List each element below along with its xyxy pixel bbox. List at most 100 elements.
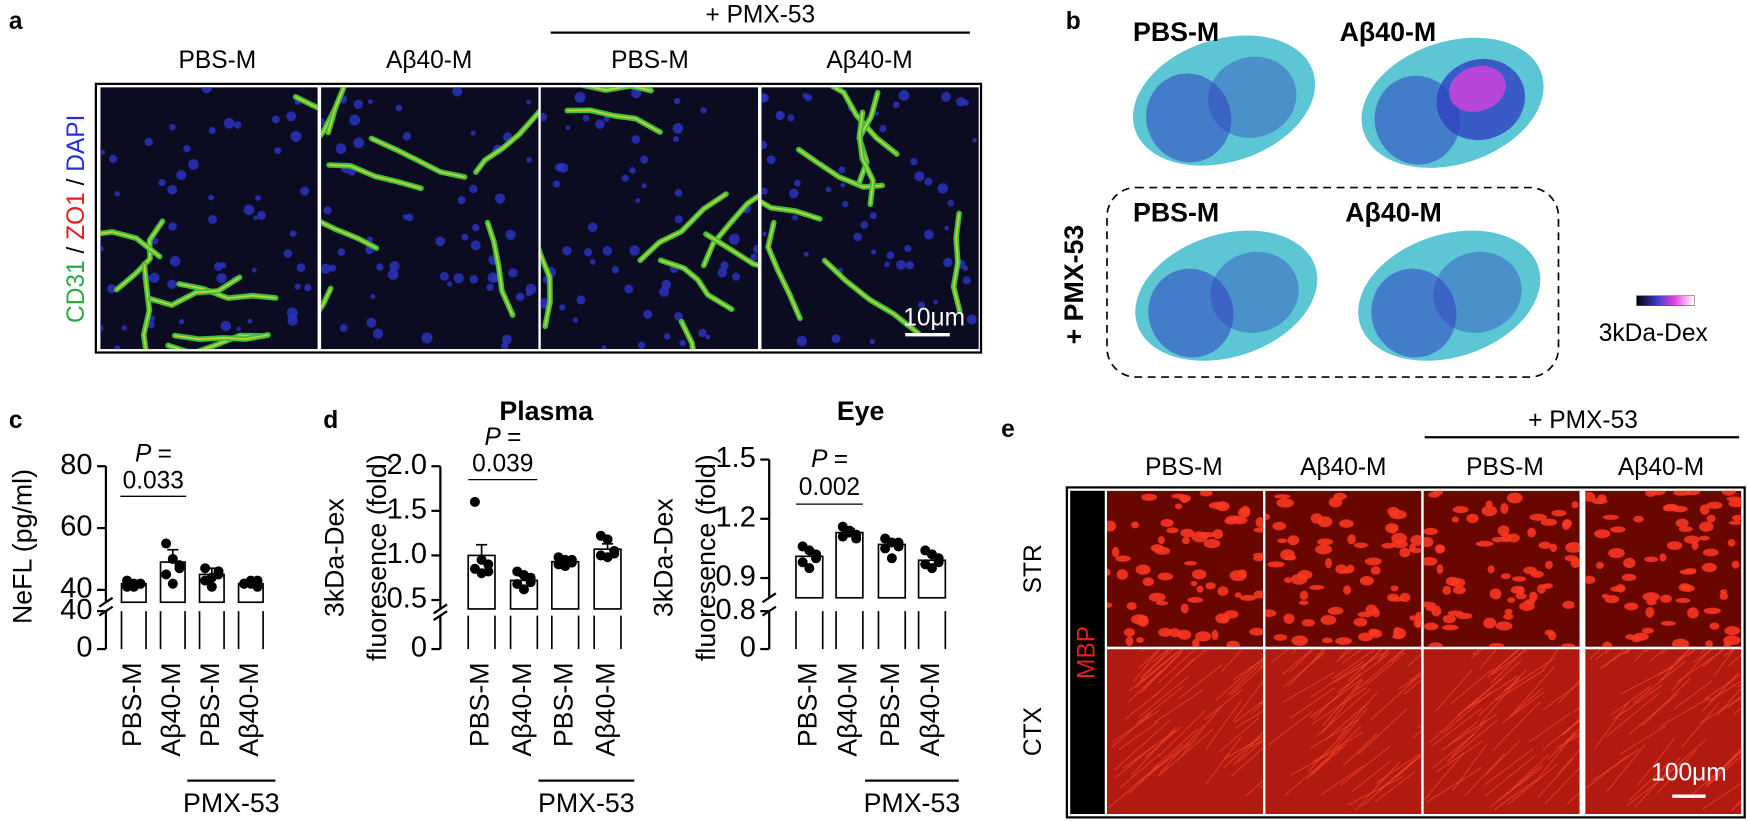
fiber: [1424, 752, 1465, 800]
fiber-bundle: [1333, 492, 1347, 501]
nucleus: [674, 189, 683, 197]
fiber: [1595, 649, 1609, 661]
nucleus: [395, 104, 403, 112]
fiber: [1705, 747, 1742, 785]
fiber: [1484, 748, 1534, 786]
fiber: [1705, 755, 1742, 789]
fiber: [1181, 705, 1222, 756]
fiber-bundle: [1253, 527, 1264, 533]
fiber-bundle: [1709, 622, 1720, 630]
micrograph-group: [100, 87, 979, 350]
data-point: [469, 496, 480, 507]
fiber-bundle: [1633, 632, 1649, 641]
fiber-bundle: [1666, 541, 1683, 550]
fiber-bundle: [1203, 538, 1221, 549]
fiber-bundle: [1387, 596, 1404, 602]
fiber: [1281, 649, 1313, 676]
fiber-bundle: [1298, 600, 1309, 606]
y-tick-label: 1.5: [716, 442, 756, 474]
vessel-core: [174, 334, 269, 341]
fiber-bundle: [1727, 539, 1736, 547]
fiber-bundle: [1726, 496, 1742, 502]
y-tick-label: 2.0: [387, 449, 427, 481]
data-point: [560, 561, 571, 572]
fiber: [1728, 654, 1742, 667]
fiber-bundle: [1551, 509, 1567, 517]
micrograph: [1423, 490, 1580, 647]
fiber: [1508, 687, 1544, 718]
fiber-bundle: [1317, 538, 1334, 546]
fiber-bundle: [1399, 547, 1411, 558]
group-label: PMX-53: [183, 788, 280, 818]
fiber: [1704, 673, 1742, 700]
fiber: [1333, 652, 1385, 684]
fiber: [1706, 750, 1742, 787]
fiber-bundle: [1211, 629, 1219, 641]
fiber-bundle: [1135, 564, 1151, 575]
fiber-bundle: [1594, 529, 1611, 539]
fiber: [1702, 649, 1725, 668]
nucleus: [321, 263, 331, 274]
nucleus: [236, 326, 242, 332]
chart-title: Plasma: [499, 396, 594, 426]
fiber-bundle: [1155, 600, 1169, 606]
fiber-bundle: [1343, 585, 1352, 595]
vessel-core: [486, 222, 514, 316]
fiber: [1448, 713, 1497, 746]
fiber-bundle: [1158, 627, 1172, 637]
fiber: [1396, 754, 1422, 778]
nucleus: [486, 283, 494, 292]
fiber: [1320, 764, 1365, 796]
fiber: [1336, 652, 1390, 693]
fiber: [1135, 649, 1183, 688]
fiber-bundle: [1702, 548, 1719, 557]
fiber: [1230, 665, 1264, 696]
fiber-bundle: [1365, 604, 1378, 615]
fiber-bundle: [1346, 564, 1355, 573]
fiber-bundle: [1409, 547, 1422, 553]
fiber-bundle: [1267, 561, 1285, 568]
nucleus: [201, 87, 212, 94]
fiber: [1336, 649, 1353, 663]
fiber-bundle: [1453, 586, 1466, 595]
nucleus: [787, 114, 795, 122]
fiber: [1322, 680, 1363, 726]
fiber: [1289, 687, 1336, 719]
y-tick-label: 0: [411, 632, 427, 664]
fiber: [1348, 775, 1404, 806]
nucleus: [286, 307, 298, 319]
nucleus: [589, 258, 596, 265]
fiber-bundle: [1391, 532, 1408, 544]
fiber: [1507, 763, 1559, 806]
column-label: PBS-M: [1466, 454, 1544, 481]
vessel-core: [178, 283, 276, 300]
image-label: Aβ40-M: [1345, 197, 1442, 227]
data-point: [811, 549, 822, 560]
fiber: [1271, 649, 1290, 663]
image-label: PBS-M: [1133, 17, 1219, 47]
data-point: [161, 569, 172, 580]
nucleus: [794, 179, 801, 187]
fiber: [1555, 734, 1580, 749]
row-label: CTX: [1020, 707, 1047, 756]
vessel-core: [703, 195, 759, 266]
nucleus: [169, 123, 176, 131]
nucleus: [255, 195, 261, 201]
fiber-bundle: [1106, 568, 1111, 577]
fiber-bundle: [1157, 572, 1174, 581]
fiber: [1409, 671, 1422, 682]
nucleus: [208, 214, 218, 225]
fiber-bundle: [1530, 570, 1544, 578]
column-label: PBS-M: [1145, 454, 1223, 481]
fiber-bundle: [1238, 569, 1247, 578]
fiber: [1232, 680, 1264, 722]
fiber-bundle: [1495, 621, 1513, 631]
fiber-bundle: [1184, 561, 1198, 566]
y-tick-label: 40: [60, 594, 92, 626]
fiber-bundle: [1691, 541, 1699, 550]
panel-letter: e: [1001, 416, 1015, 443]
fiber: [1479, 649, 1498, 670]
panel-letter: a: [9, 8, 23, 35]
fiber: [1398, 674, 1422, 690]
